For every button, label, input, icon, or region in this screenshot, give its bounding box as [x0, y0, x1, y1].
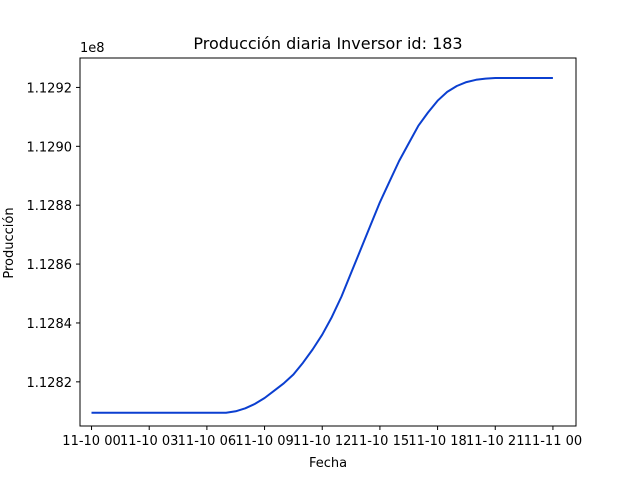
plot-area — [79, 57, 577, 427]
x-tick-label: 11-10 12 — [293, 434, 351, 449]
y-tick-label: 1.1292 — [27, 81, 73, 96]
y-axis-title: Producción — [2, 207, 17, 278]
x-tick-label: 11-11 00 — [524, 434, 582, 449]
y-tick-label: 1.1284 — [27, 317, 73, 332]
x-tick-label: 11-10 06 — [178, 434, 236, 449]
y-tick-label: 1.1288 — [27, 199, 73, 214]
y-tick-label: 1.1290 — [27, 140, 73, 155]
y-tick-label: 1.1286 — [27, 258, 73, 273]
plot-frame — [79, 57, 577, 427]
x-axis-ticks: 11-10 00 11-10 03 11-10 06 11-10 09 11-10 12… — [62, 426, 582, 449]
x-axis-title: Fecha — [309, 456, 347, 471]
y-axis-ticks: 1.1282 1.1284 1.1286 1.1288 1.1290 1.1292 — [27, 81, 80, 391]
y-axis-offset-label: 1e8 — [80, 41, 105, 56]
x-tick-label: 11-10 00 — [62, 434, 120, 449]
x-tick-label: 11-10 21 — [466, 434, 524, 449]
x-tick-label: 11-10 09 — [235, 434, 293, 449]
x-tick-label: 11-10 18 — [408, 434, 466, 449]
y-tick-label: 1.1282 — [27, 376, 73, 391]
series-line — [91, 77, 553, 414]
x-tick-label: 11-10 15 — [351, 434, 409, 449]
chart-title: Producción diaria Inversor id: 183 — [193, 34, 462, 53]
x-tick-label: 11-10 03 — [120, 434, 178, 449]
